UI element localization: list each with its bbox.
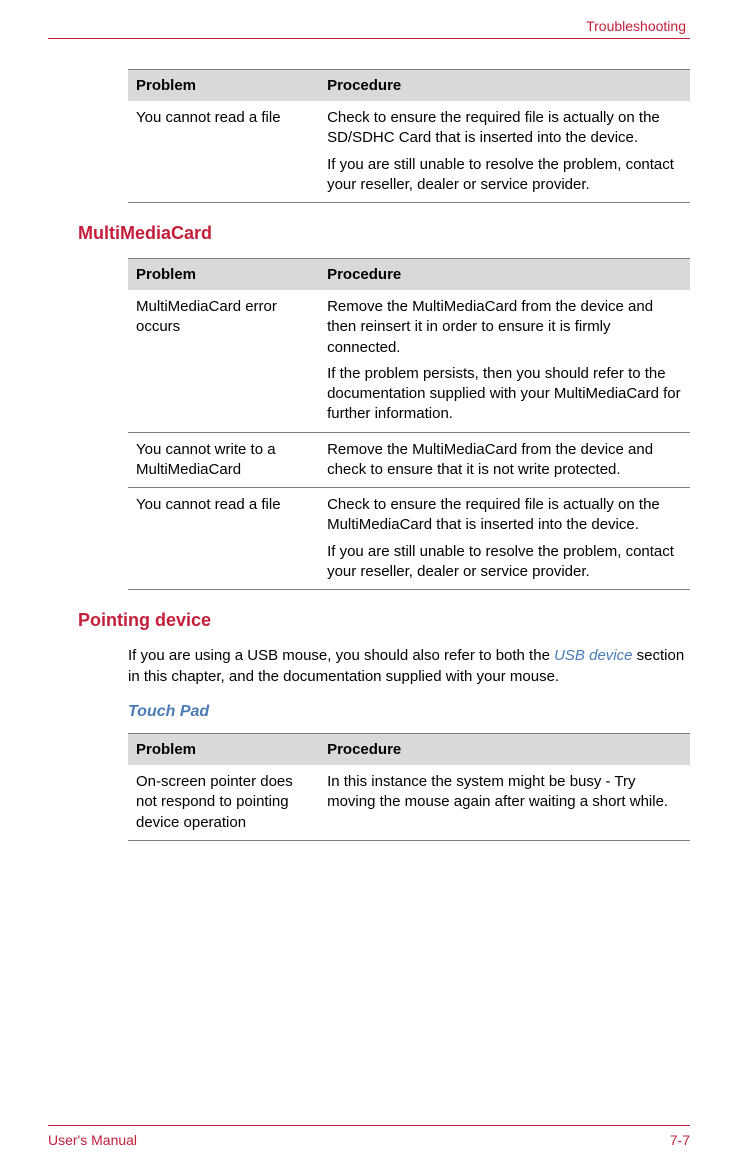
footer-page-number: 7-7 xyxy=(670,1132,690,1148)
sd-card-table: Problem Procedure You cannot read a file… xyxy=(128,69,690,203)
multimedia-table: Problem Procedure MultiMediaCard error o… xyxy=(128,258,690,590)
problem-cell: You cannot read a file xyxy=(128,488,319,590)
usb-device-link[interactable]: USB device xyxy=(554,647,632,664)
procedure-cell: Check to ensure the required file is act… xyxy=(319,488,690,590)
touchpad-heading: Touch Pad xyxy=(128,703,690,721)
table-row: You cannot read a file Check to ensure t… xyxy=(128,488,690,590)
procedure-text: Remove the MultiMediaCard from the devic… xyxy=(327,297,682,358)
pointing-device-heading: Pointing device xyxy=(78,610,690,631)
table-header-problem: Problem xyxy=(128,259,319,291)
pointing-device-intro: If you are using a USB mouse, you should… xyxy=(128,645,690,687)
procedure-text: If you are still unable to resolve the p… xyxy=(327,542,682,583)
footer-manual-label: User's Manual xyxy=(48,1132,137,1148)
table-header-problem: Problem xyxy=(128,734,319,766)
table-row: You cannot read a file Check to ensure t… xyxy=(128,101,690,203)
procedure-text: In this instance the system might be bus… xyxy=(327,772,682,813)
header-rule xyxy=(48,38,690,39)
intro-text-pre: If you are using a USB mouse, you should… xyxy=(128,647,554,664)
header-section-title: Troubleshooting xyxy=(48,18,690,34)
procedure-cell: In this instance the system might be bus… xyxy=(319,765,690,840)
table-header-procedure: Procedure xyxy=(319,734,690,766)
procedure-cell: Remove the MultiMediaCard from the devic… xyxy=(319,290,690,432)
procedure-text: If you are still unable to resolve the p… xyxy=(327,155,682,196)
multimedia-heading: MultiMediaCard xyxy=(78,223,690,244)
table-header-procedure: Procedure xyxy=(319,70,690,102)
problem-cell: You cannot write to a MultiMediaCard xyxy=(128,432,319,488)
page-footer: User's Manual 7-7 xyxy=(48,1125,690,1148)
page-content: Troubleshooting Problem Procedure You ca… xyxy=(0,0,738,841)
procedure-cell: Check to ensure the required file is act… xyxy=(319,101,690,203)
problem-cell: You cannot read a file xyxy=(128,101,319,203)
touchpad-table: Problem Procedure On-screen pointer does… xyxy=(128,733,690,841)
procedure-text: Check to ensure the required file is act… xyxy=(327,495,682,536)
procedure-text: Check to ensure the required file is act… xyxy=(327,108,682,149)
table-row: MultiMediaCard error occurs Remove the M… xyxy=(128,290,690,432)
procedure-text: If the problem persists, then you should… xyxy=(327,364,682,425)
problem-cell: MultiMediaCard error occurs xyxy=(128,290,319,432)
procedure-text: Remove the MultiMediaCard from the devic… xyxy=(327,440,682,481)
table-row: You cannot write to a MultiMediaCard Rem… xyxy=(128,432,690,488)
table-row: On-screen pointer does not respond to po… xyxy=(128,765,690,840)
table-header-problem: Problem xyxy=(128,70,319,102)
table-header-procedure: Procedure xyxy=(319,259,690,291)
procedure-cell: Remove the MultiMediaCard from the devic… xyxy=(319,432,690,488)
problem-cell: On-screen pointer does not respond to po… xyxy=(128,765,319,840)
